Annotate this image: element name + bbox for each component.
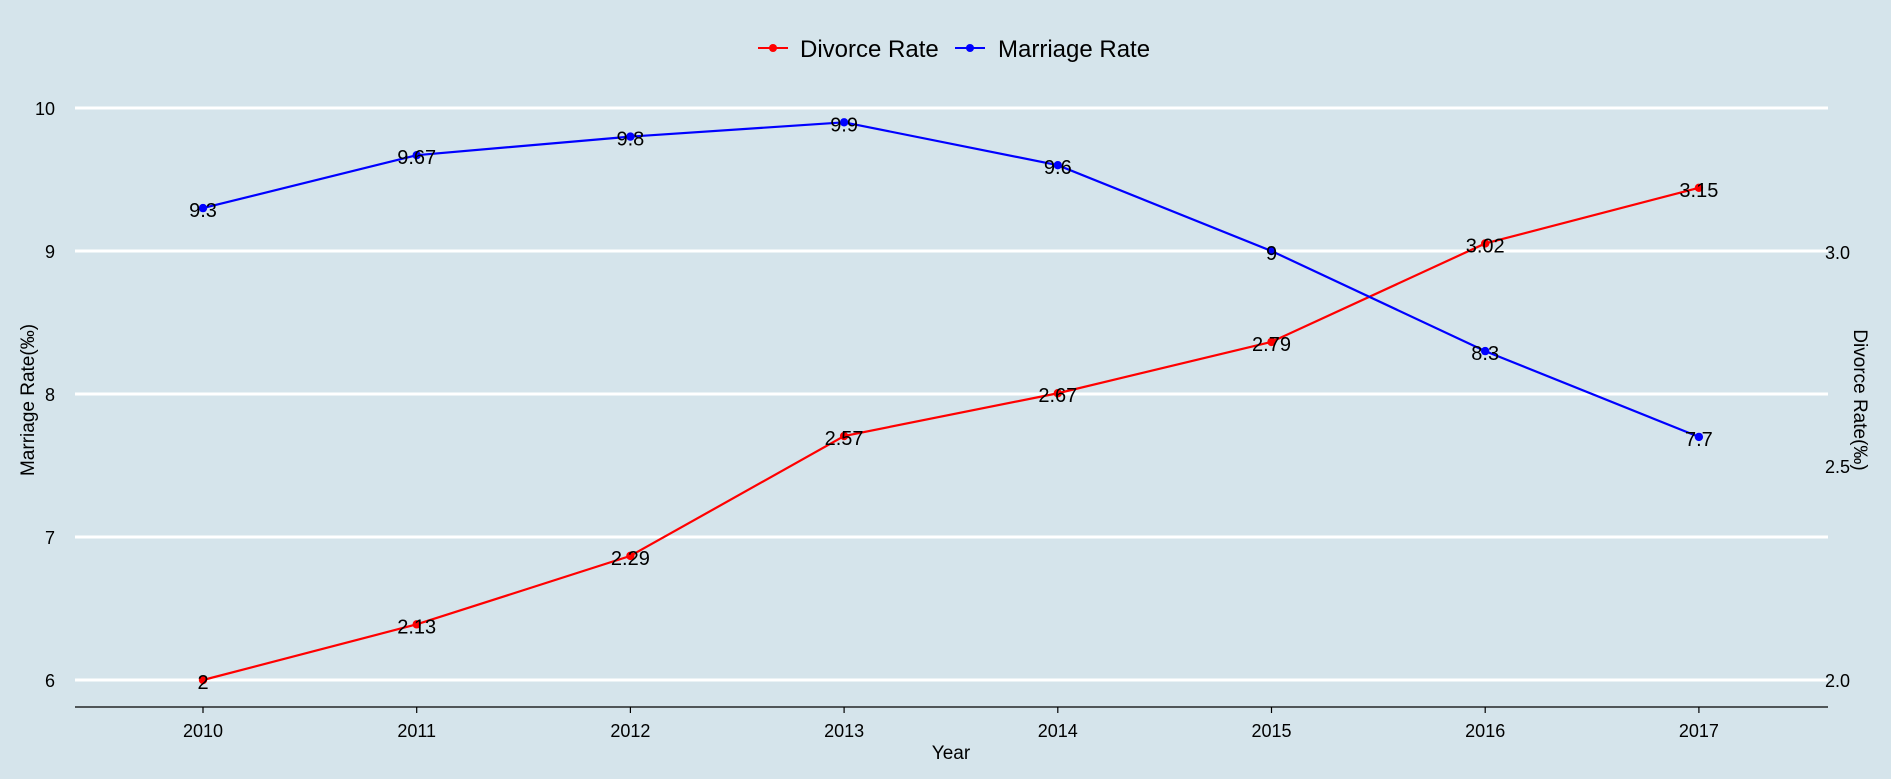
legend-marker-marriage-rate	[966, 44, 974, 52]
data-point-divorce-rate-2010	[198, 675, 208, 685]
data-point-divorce-rate-2016	[1481, 239, 1490, 248]
legend-label-marriage-rate: Marriage Rate	[998, 36, 1150, 63]
data-label-marriage-rate-2017: 7.7	[1685, 429, 1713, 451]
data-label-divorce-rate-2016: 3.02	[1466, 235, 1505, 257]
x-tick-label-2012: 2012	[610, 721, 650, 741]
data-point-marriage-rate-2013	[839, 118, 849, 127]
legend-item-marriage-rate: Marriage Rate	[955, 36, 1150, 63]
x-tick-label-2017: 2017	[1679, 721, 1719, 741]
data-point-marriage-rate-2011	[412, 150, 421, 160]
data-label-marriage-rate-2012: 9.8	[616, 129, 644, 151]
legend-label-divorce-rate: Divorce Rate	[800, 36, 939, 63]
data-label-divorce-rate-2013: 2.57	[825, 428, 864, 450]
left-tick-label-7: 7	[45, 528, 55, 548]
legend-item-divorce-rate: Divorce Rate	[758, 36, 939, 63]
series-line-marriage-rate	[202, 121, 1700, 438]
x-tick-label-2013: 2013	[824, 721, 864, 741]
right-y-axis-ticks: 2.0 2.5 3.0	[1825, 243, 1850, 691]
data-point-divorce-rate-2013	[839, 431, 849, 441]
data-point-marriage-rate-2014	[1053, 161, 1063, 170]
data-label-divorce-rate-2017: 3.15	[1679, 180, 1718, 202]
data-label-marriage-rate-2013: 9.9	[830, 114, 858, 136]
x-tick-label-2010: 2010	[183, 721, 223, 741]
data-point-divorce-rate-2017	[1694, 183, 1704, 192]
x-tick-label-2016: 2016	[1465, 721, 1505, 741]
data-label-divorce-rate-2015: 2.79	[1252, 334, 1291, 356]
right-tick-label-3.0: 3.0	[1825, 243, 1850, 263]
data-label-divorce-rate-2010: 2	[197, 672, 208, 694]
series-layer: 2 2.13 2.29 2.57 2.67 2.79 3.02 3.15 9.3 9.67 9.8 9…	[189, 114, 1718, 694]
data-label-marriage-rate-2016: 8.3	[1471, 343, 1499, 365]
data-label-marriage-rate-2010: 9.3	[189, 200, 217, 222]
series-line-divorce-rate	[202, 186, 1700, 682]
data-label-divorce-rate-2012: 2.29	[611, 548, 650, 570]
data-label-marriage-rate-2015: 9	[1266, 243, 1277, 265]
x-tick-label-2015: 2015	[1251, 721, 1291, 741]
data-point-marriage-rate-2015	[1267, 246, 1276, 256]
right-tick-label-2.0: 2.0	[1825, 671, 1850, 691]
left-tick-label-10: 10	[35, 99, 55, 119]
data-point-marriage-rate-2016	[1481, 346, 1490, 356]
data-point-divorce-rate-2014	[1053, 389, 1063, 398]
x-axis-ticks: 2010 2011 2012 2013 2014 2015 2016 2017	[183, 707, 1719, 741]
right-tick-label-2.5: 2.5	[1825, 457, 1850, 477]
left-y-axis-title: Marriage Rate(‰)	[18, 324, 39, 476]
data-point-marriage-rate-2010	[198, 203, 208, 213]
left-tick-label-6: 6	[45, 671, 55, 691]
left-tick-label-8: 8	[45, 385, 55, 405]
data-label-divorce-rate-2014: 2.67	[1038, 385, 1077, 407]
data-point-marriage-rate-2012	[626, 132, 635, 141]
data-point-divorce-rate-2011	[412, 620, 421, 629]
legend: Divorce Rate Marriage Rate	[758, 36, 1150, 63]
x-axis-title: Year	[932, 743, 971, 764]
data-label-marriage-rate-2011: 9.67	[397, 147, 436, 169]
left-tick-label-9: 9	[45, 242, 55, 262]
data-label-marriage-rate-2014: 9.6	[1044, 157, 1072, 179]
gridlines	[75, 106, 1828, 682]
x-tick-label-2014: 2014	[1038, 721, 1078, 741]
data-label-divorce-rate-2011: 2.13	[397, 616, 436, 638]
x-tick-label-2011: 2011	[397, 721, 436, 741]
data-point-divorce-rate-2015	[1267, 337, 1276, 347]
data-point-marriage-rate-2017	[1694, 432, 1704, 442]
data-point-divorce-rate-2012	[626, 551, 635, 561]
left-y-axis-ticks: 6 7 8 9 10	[35, 99, 55, 691]
right-y-axis-title: Divorce Rate(‰)	[1849, 329, 1870, 470]
legend-marker-divorce-rate	[769, 44, 777, 52]
